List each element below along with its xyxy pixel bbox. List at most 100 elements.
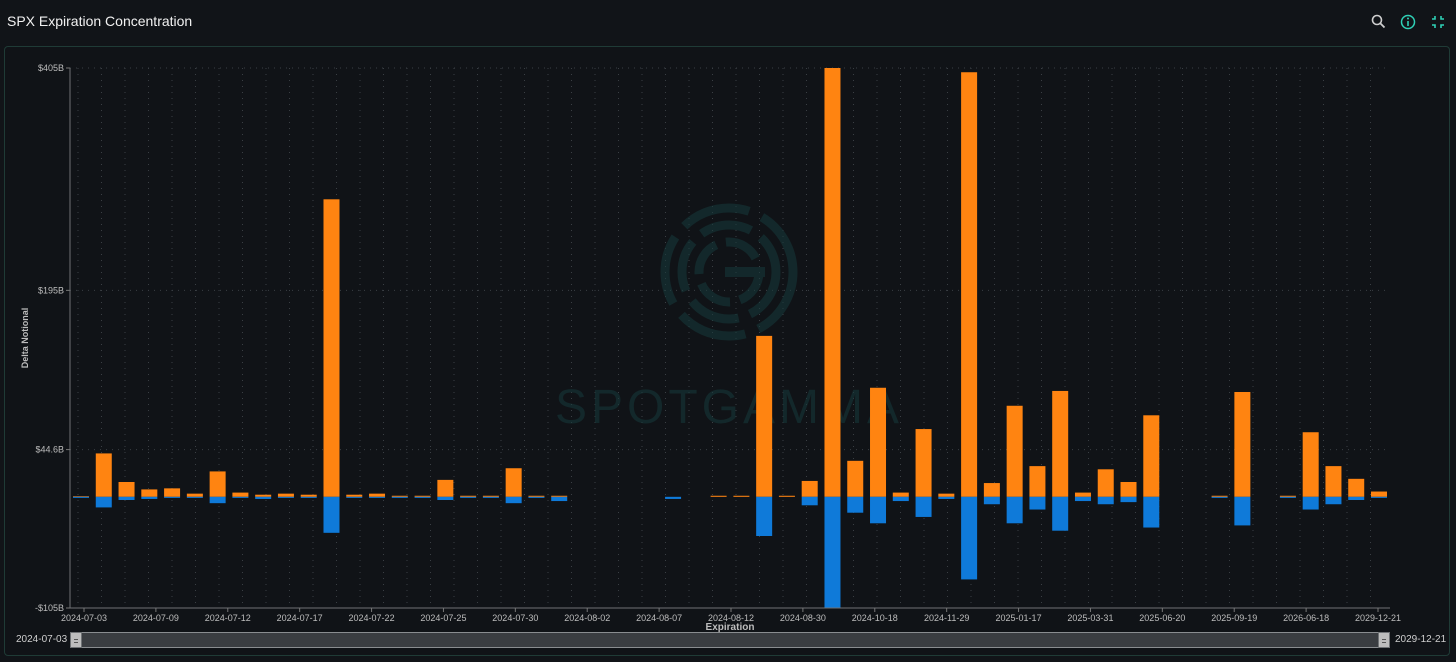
y-tick-label: $195B [38, 285, 64, 295]
put-bar [1348, 496, 1365, 500]
x-tick-label: 2025-01-17 [996, 613, 1042, 623]
collapse-icon[interactable] [1428, 12, 1448, 32]
x-tick-label: 2024-08-12 [708, 613, 754, 623]
call-bar [733, 495, 750, 497]
put-bar [756, 496, 773, 536]
put-bar [414, 496, 431, 498]
put-bar [1325, 496, 1342, 505]
call-bar [255, 494, 272, 497]
put-bar [437, 496, 454, 500]
x-tick-label: 2024-08-02 [564, 613, 610, 623]
x-tick-label: 2024-07-09 [133, 613, 179, 623]
x-axis-label: Expiration [706, 622, 755, 633]
call-bar [1052, 390, 1069, 497]
call-bar [824, 68, 841, 497]
chart-grid [70, 67, 1390, 609]
call-bar [391, 495, 408, 497]
put-bar [870, 496, 887, 524]
call-bar [437, 479, 454, 497]
put-bar [1279, 496, 1296, 498]
call-bar [710, 495, 727, 497]
put-bar [1097, 496, 1114, 505]
y-tick-label: $405B [38, 63, 64, 73]
x-tick-label: 2025-03-31 [1067, 613, 1113, 623]
call-bar [1006, 405, 1023, 497]
call-bar [1211, 495, 1228, 497]
call-bar [961, 72, 978, 497]
range-slider-track[interactable] [70, 632, 1390, 648]
put-bar [915, 496, 932, 517]
put-bar [141, 496, 158, 499]
put-bar [983, 496, 1000, 505]
chart-panel [4, 46, 1450, 656]
call-bar [95, 453, 112, 497]
watermark-text: SPOTGAMMA [555, 381, 903, 434]
put-bar [323, 496, 340, 533]
call-bar [1074, 492, 1091, 497]
put-bar [232, 496, 249, 498]
range-slider-right-handle[interactable] [1378, 632, 1390, 648]
x-tick-label: 2024-11-29 [924, 613, 969, 623]
put-bar [118, 496, 135, 500]
call-bar [1325, 466, 1342, 497]
info-icon[interactable] [1398, 12, 1418, 32]
call-bar [482, 495, 499, 497]
y-tick-label: $44.6B [35, 445, 64, 455]
put-bar [482, 496, 499, 498]
spotgamma-watermark: SPOTGAMMA [555, 203, 903, 434]
put-bar [892, 496, 909, 502]
put-bar [1234, 496, 1251, 526]
put-bar [1120, 496, 1137, 503]
range-start-label: 2024-07-03 [16, 634, 68, 645]
put-bar [186, 496, 203, 498]
call-bar [1097, 469, 1114, 497]
put-bar [824, 496, 841, 608]
call-bar [1143, 415, 1160, 497]
put-bar [460, 496, 477, 498]
call-bar [983, 483, 1000, 497]
call-bar [1371, 491, 1387, 497]
call-bar [414, 495, 431, 497]
call-bar [118, 482, 135, 497]
call-bar [801, 480, 818, 497]
x-tick-label: 2026-06-18 [1283, 613, 1329, 623]
put-bar [505, 496, 522, 504]
range-slider-left-handle[interactable] [70, 632, 82, 648]
put-bar [164, 496, 181, 498]
call-bar [505, 468, 522, 497]
call-bar [232, 492, 249, 497]
call-bar [1279, 495, 1296, 497]
call-bar [847, 460, 864, 497]
call-bar [323, 199, 340, 497]
put-bar [961, 496, 978, 580]
put-bar [73, 496, 89, 498]
call-bar [73, 496, 89, 498]
x-tick-label: 2024-07-03 [61, 613, 107, 623]
search-icon[interactable] [1369, 12, 1389, 32]
call-bar [1348, 478, 1365, 497]
put-bar [1302, 496, 1319, 510]
call-bar [209, 471, 226, 497]
put-bar [528, 496, 545, 498]
x-tick-label: 2025-09-19 [1211, 613, 1257, 623]
call-bar [1029, 466, 1046, 497]
x-tick-label: 2024-08-30 [780, 613, 826, 623]
put-bar [1371, 496, 1387, 498]
put-bar [801, 496, 818, 506]
call-bar [460, 495, 477, 497]
call-bar [778, 495, 795, 497]
x-tick-label: 2024-07-30 [492, 613, 538, 623]
call-bar [300, 494, 317, 497]
call-bar [186, 493, 203, 497]
call-bar [369, 493, 386, 497]
x-tick-label: 2024-07-22 [349, 613, 395, 623]
x-tick-label: 2024-08-07 [636, 613, 682, 623]
spotgamma-logo-icon [660, 203, 798, 341]
call-bar [528, 495, 545, 497]
x-tick-label: 2024-07-17 [277, 613, 323, 623]
put-bar [1143, 496, 1160, 528]
x-tick-label: 2024-07-25 [420, 613, 466, 623]
put-bar [1052, 496, 1069, 531]
